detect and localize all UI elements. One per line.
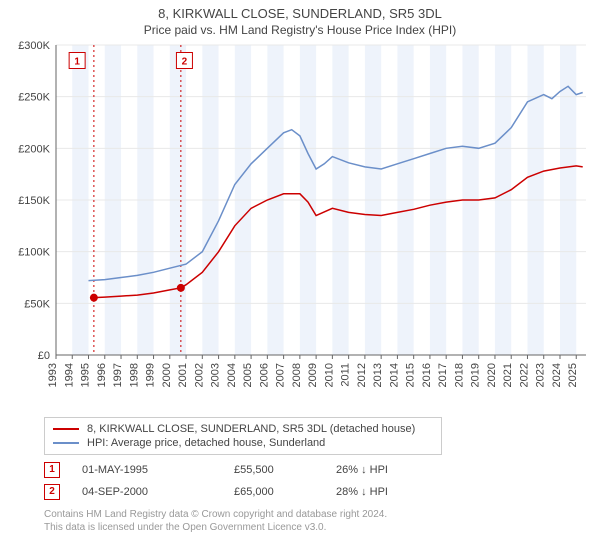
svg-text:1997: 1997 [112, 363, 124, 387]
svg-text:2023: 2023 [535, 363, 547, 387]
svg-text:2003: 2003 [210, 363, 222, 387]
svg-text:1998: 1998 [128, 363, 140, 387]
svg-text:2005: 2005 [242, 363, 254, 387]
legend-label: 8, KIRKWALL CLOSE, SUNDERLAND, SR5 3DL (… [87, 423, 415, 435]
svg-text:2018: 2018 [453, 363, 465, 387]
sales-row: 2 04-SEP-2000 £65,000 28% ↓ HPI [44, 481, 600, 503]
svg-text:1999: 1999 [145, 363, 157, 387]
svg-text:2008: 2008 [291, 363, 303, 387]
svg-text:2017: 2017 [437, 363, 449, 387]
chart-plot-area: £0 £50K £100K £150K £200K £250K £300K 1993 1994 1… [8, 41, 592, 411]
svg-text:2015: 2015 [405, 363, 417, 387]
svg-text:£100K: £100K [18, 247, 50, 259]
legend-swatch [53, 442, 79, 444]
svg-text:2001: 2001 [177, 363, 189, 387]
sales-row-price: £55,500 [234, 464, 314, 476]
svg-text:2000: 2000 [161, 363, 173, 387]
legend-label: HPI: Average price, detached house, Sund… [87, 437, 325, 449]
svg-text:1995: 1995 [80, 363, 92, 387]
sales-row-diff: 28% ↓ HPI [336, 486, 436, 498]
svg-text:2009: 2009 [307, 363, 319, 387]
sales-row-marker: 2 [44, 484, 60, 500]
svg-text:2014: 2014 [388, 363, 400, 387]
svg-text:2011: 2011 [340, 363, 352, 387]
svg-text:£150K: £150K [18, 195, 50, 207]
svg-text:2019: 2019 [470, 363, 482, 387]
sales-row-diff: 26% ↓ HPI [336, 464, 436, 476]
svg-text:2002: 2002 [193, 363, 205, 387]
svg-text:2022: 2022 [518, 363, 530, 387]
svg-text:2007: 2007 [275, 363, 287, 387]
svg-text:2012: 2012 [356, 363, 368, 387]
svg-text:2024: 2024 [551, 363, 563, 387]
svg-text:1993: 1993 [47, 363, 59, 387]
svg-text:2006: 2006 [258, 363, 270, 387]
svg-text:£0: £0 [38, 350, 50, 362]
legend-item: HPI: Average price, detached house, Sund… [53, 436, 433, 450]
legend-item: 8, KIRKWALL CLOSE, SUNDERLAND, SR5 3DL (… [53, 422, 433, 436]
legend-swatch [53, 428, 79, 430]
chart-title: 8, KIRKWALL CLOSE, SUNDERLAND, SR5 3DL [0, 0, 600, 21]
svg-text:2020: 2020 [486, 363, 498, 387]
svg-text:£250K: £250K [18, 92, 50, 104]
chart-subtitle: Price paid vs. HM Land Registry's House … [0, 21, 600, 41]
svg-text:£300K: £300K [18, 41, 50, 52]
sales-table: 1 01-MAY-1995 £55,500 26% ↓ HPI 2 04-SEP-2000… [44, 459, 600, 503]
legend: 8, KIRKWALL CLOSE, SUNDERLAND, SR5 3DL (… [44, 417, 442, 455]
footer: Contains HM Land Registry data © Crown c… [44, 509, 600, 534]
svg-text:£50K: £50K [24, 298, 50, 310]
sales-row-date: 04-SEP-2000 [82, 486, 212, 498]
sales-row: 1 01-MAY-1995 £55,500 26% ↓ HPI [44, 459, 600, 481]
svg-text:2010: 2010 [323, 363, 335, 387]
svg-text:1996: 1996 [96, 363, 108, 387]
sales-row-date: 01-MAY-1995 [82, 464, 212, 476]
footer-line-2: This data is licensed under the Open Gov… [44, 522, 600, 535]
svg-text:2016: 2016 [421, 363, 433, 387]
footer-line-1: Contains HM Land Registry data © Crown c… [44, 509, 600, 522]
svg-text:1994: 1994 [63, 363, 75, 387]
svg-text:1: 1 [74, 57, 80, 68]
sales-row-marker: 1 [44, 462, 60, 478]
svg-text:£200K: £200K [18, 143, 50, 155]
chart-container: 8, KIRKWALL CLOSE, SUNDERLAND, SR5 3DL P… [0, 0, 600, 560]
chart-svg: £0 £50K £100K £150K £200K £250K £300K 1993 1994 1… [8, 41, 592, 411]
svg-text:2025: 2025 [567, 363, 579, 387]
svg-text:2021: 2021 [502, 363, 514, 387]
svg-text:2013: 2013 [372, 363, 384, 387]
svg-text:2: 2 [182, 57, 188, 68]
svg-text:2004: 2004 [226, 363, 238, 387]
sales-row-price: £65,000 [234, 486, 314, 498]
